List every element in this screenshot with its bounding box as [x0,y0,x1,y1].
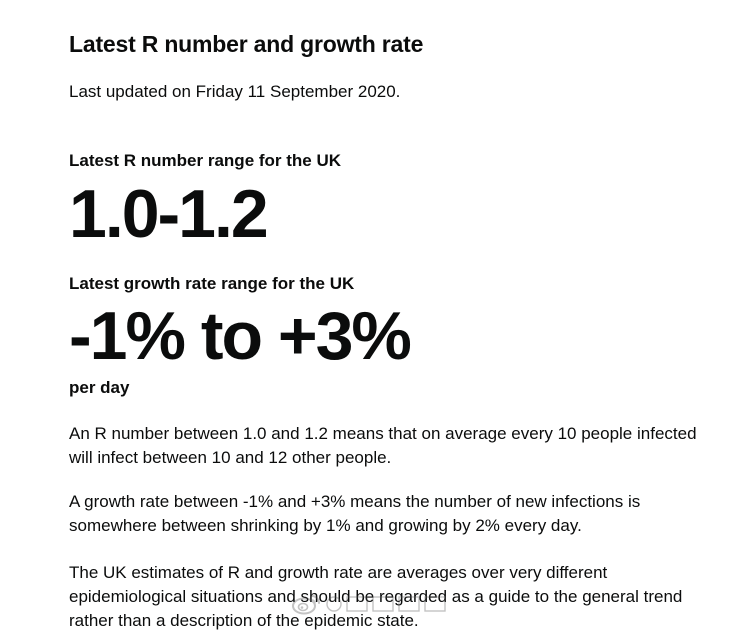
r-number-value: 1.0-1.2 [69,176,269,252]
page-title: Latest R number and growth rate [69,31,424,57]
growth-rate-value: -1% to +3% [69,298,412,374]
last-updated-text: Last updated on Friday 11 September 2020… [69,82,401,101]
growth-rate-explanation: A growth rate between -1% and +3% means … [69,492,641,535]
r-number-label: Latest R number range for the UK [69,151,342,170]
estimates-caveat: The UK estimates of R and growth rate ar… [69,563,683,630]
growth-rate-unit: per day [69,378,130,397]
r-number-explanation: An R number between 1.0 and 1.2 means th… [69,424,697,467]
growth-rate-label: Latest growth rate range for the UK [69,274,355,293]
